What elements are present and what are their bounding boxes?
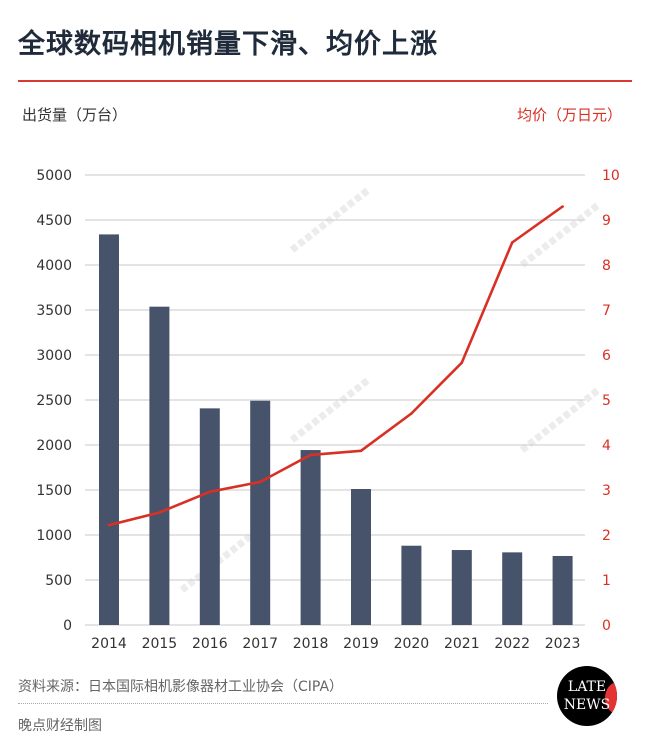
bar-2016: [199, 408, 220, 625]
x-tick-label: 2015: [142, 636, 178, 652]
x-tick-label: 2023: [545, 636, 581, 652]
price-point-2023: [561, 205, 564, 208]
x-tick-label: 2019: [343, 636, 379, 652]
title-divider: [18, 80, 632, 82]
bar-2015: [149, 306, 170, 625]
chart-title: 全球数码相机销量下滑、均价上涨: [18, 29, 438, 60]
y-tick-label: 500: [45, 573, 72, 589]
y2-tick-label: 4: [602, 438, 611, 454]
y2-tick-label: 7: [602, 303, 611, 319]
source-note: 资料来源：日本国际相机影像器材工业协会（CIPA）: [18, 679, 344, 695]
y-tick-label: 0: [63, 618, 72, 634]
y2-tick-label: 0: [602, 618, 611, 634]
x-tick-label: 2016: [192, 636, 228, 652]
y-tick-label: 2500: [36, 393, 72, 409]
x-tick-label: 2020: [394, 636, 430, 652]
y-tick-label: 2000: [36, 438, 72, 454]
bar-2014: [99, 234, 119, 625]
bar-2020: [401, 545, 422, 625]
watermark-mark: [179, 527, 261, 593]
price-point-2019: [359, 449, 363, 453]
late-news-logo: LATE NEWS: [557, 666, 617, 726]
watermark-mark: [289, 377, 371, 443]
logo-text-1: LATE: [567, 679, 607, 695]
y2-tick-label: 9: [602, 213, 611, 229]
bar-2022: [502, 552, 523, 625]
price-line: [108, 205, 564, 527]
price-point-2016: [208, 490, 212, 494]
y2-tick-label: 8: [602, 258, 611, 274]
y2-tick-label: 5: [602, 393, 611, 409]
x-tick-label: 2018: [293, 636, 329, 652]
bar-2017: [250, 400, 271, 625]
y-tick-label: 4000: [36, 258, 72, 274]
watermark-mark: [519, 202, 601, 268]
y-tick-label: 1500: [36, 483, 72, 499]
bar-2021: [451, 550, 472, 625]
y-tick-label: 3500: [36, 303, 72, 319]
price-point-2015: [158, 511, 161, 514]
y2-tick-label: 2: [602, 528, 611, 544]
watermark-mark: [519, 387, 601, 453]
price-point-2018: [309, 453, 312, 457]
y2-tick-label: 10: [602, 168, 620, 184]
logo-text-2: NEWS: [563, 697, 611, 713]
dotted-divider: [18, 703, 548, 704]
price-point-2020: [410, 412, 413, 415]
y-tick-label: 5000: [36, 168, 72, 184]
chart-plot: 0 500 1000 1500 2000 2500 3000 3500 4000 4500 5000…: [36, 168, 620, 652]
bar-2018: [300, 450, 321, 625]
y-tick-label: 1000: [36, 528, 72, 544]
price-point-2021: [460, 361, 464, 364]
price-point-2017: [258, 480, 262, 484]
y2-tick-label: 6: [602, 348, 611, 364]
price-point-2014: [107, 523, 111, 527]
credit-note: 晚点财经制图: [18, 718, 102, 734]
x-tick-label: 2017: [242, 636, 278, 652]
bar-2023: [552, 555, 573, 625]
y-axis-label: 出货量（万台）: [22, 106, 128, 124]
y-tick-label: 3000: [36, 348, 72, 364]
price-point-2022: [510, 241, 514, 244]
y2-tick-label: 3: [602, 483, 611, 499]
x-tick-label: 2014: [91, 636, 127, 652]
y-tick-label: 4500: [36, 213, 72, 229]
x-tick-label: 2021: [444, 636, 480, 652]
y2-axis-label: 均价（万日元）: [516, 106, 622, 124]
bar-2019: [351, 489, 371, 625]
y2-tick-label: 1: [602, 573, 611, 589]
x-tick-label: 2022: [494, 636, 530, 652]
